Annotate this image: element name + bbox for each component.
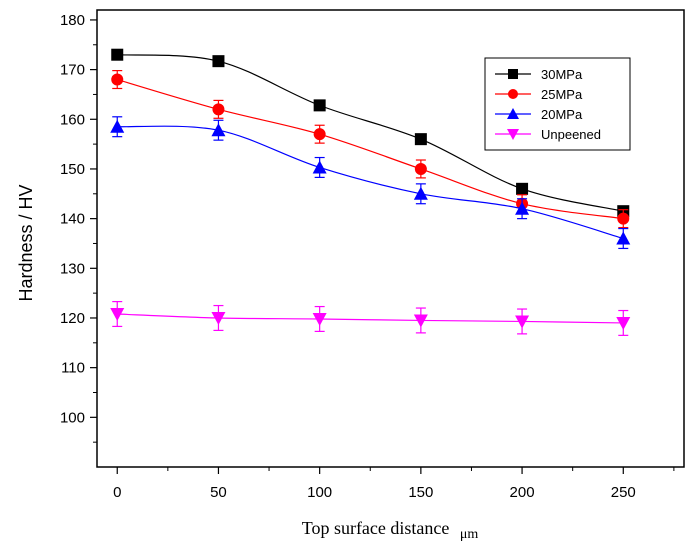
x-tick-label: 0 bbox=[113, 484, 121, 501]
legend-label-20mpa: 20MPa bbox=[541, 107, 583, 122]
x-tick-label: 50 bbox=[210, 484, 227, 501]
series-layer bbox=[110, 48, 631, 336]
y-tick-label: 120 bbox=[60, 310, 85, 327]
x-tick-label: 150 bbox=[408, 484, 433, 501]
y-tick-label: 130 bbox=[60, 260, 85, 277]
data-point-30mpa bbox=[516, 182, 529, 195]
data-point-20mpa bbox=[515, 201, 530, 215]
data-point-20mpa bbox=[110, 119, 125, 133]
data-point-30mpa bbox=[414, 133, 427, 146]
x-axis-label-unit: μm bbox=[460, 527, 479, 542]
data-point-unpeened bbox=[110, 308, 125, 322]
legend-label-25mpa: 25MPa bbox=[541, 87, 583, 102]
data-point-unpeened bbox=[413, 314, 428, 328]
y-tick-label: 110 bbox=[61, 360, 85, 377]
data-point-25mpa bbox=[414, 162, 427, 175]
data-point-20mpa bbox=[413, 186, 428, 200]
x-tick-label: 100 bbox=[307, 484, 332, 501]
legend-marker-unpeened bbox=[507, 129, 519, 140]
plot-frame bbox=[96, 9, 685, 468]
data-point-20mpa bbox=[312, 160, 327, 174]
data-point-20mpa bbox=[211, 123, 226, 137]
legend-marker-25mpa bbox=[508, 89, 518, 99]
y-axis-label: Hardness / HV bbox=[16, 184, 36, 301]
x-axis-label-text: Top surface distance bbox=[302, 518, 450, 538]
x-axis-label: Top surface distance μm bbox=[302, 518, 479, 542]
y-tick-label: 100 bbox=[60, 409, 85, 426]
y-tick-label: 140 bbox=[60, 211, 85, 228]
series-line-30mpa bbox=[117, 54, 624, 212]
data-point-unpeened bbox=[616, 316, 631, 330]
data-point-25mpa bbox=[111, 73, 124, 86]
series-line-20mpa bbox=[117, 125, 624, 240]
data-point-25mpa bbox=[617, 212, 630, 225]
data-point-30mpa bbox=[111, 48, 124, 61]
y-tick-label: 160 bbox=[60, 111, 85, 128]
data-point-unpeened bbox=[211, 311, 226, 325]
data-point-unpeened bbox=[515, 315, 530, 329]
x-axis-ticks: 0 50 100 150 200 250 bbox=[113, 467, 675, 501]
legend-marker-30mpa bbox=[508, 69, 518, 79]
series-line-25mpa bbox=[117, 78, 624, 220]
legend: 30MPa 25MPa 20MPa Unpeened bbox=[484, 57, 631, 151]
data-point-30mpa bbox=[212, 55, 225, 68]
x-tick-label: 200 bbox=[510, 484, 535, 501]
plot-border bbox=[96, 9, 685, 468]
data-point-25mpa bbox=[313, 128, 326, 141]
data-point-unpeened bbox=[312, 312, 327, 326]
data-point-20mpa bbox=[616, 231, 631, 245]
series-unpeened bbox=[110, 300, 631, 336]
y-tick-label: 150 bbox=[60, 161, 85, 178]
y-axis-ticks: 100 110 120 130 140 150 160 170 180 bbox=[60, 12, 97, 443]
legend-marker-20mpa bbox=[507, 108, 519, 119]
data-point-25mpa bbox=[212, 103, 225, 116]
x-tick-label: 250 bbox=[611, 484, 636, 501]
series-25mpa bbox=[111, 70, 630, 229]
legend-label-30mpa: 30MPa bbox=[541, 67, 583, 82]
series-line-unpeened bbox=[117, 313, 624, 324]
y-tick-label: 180 bbox=[60, 12, 85, 29]
y-tick-label: 170 bbox=[60, 62, 85, 79]
legend-label-unpeened: Unpeened bbox=[541, 127, 601, 142]
data-point-30mpa bbox=[313, 99, 326, 112]
series-20mpa bbox=[110, 116, 631, 250]
